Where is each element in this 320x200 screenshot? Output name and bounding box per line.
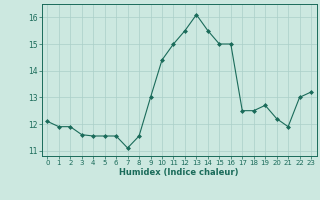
X-axis label: Humidex (Indice chaleur): Humidex (Indice chaleur) <box>119 168 239 177</box>
